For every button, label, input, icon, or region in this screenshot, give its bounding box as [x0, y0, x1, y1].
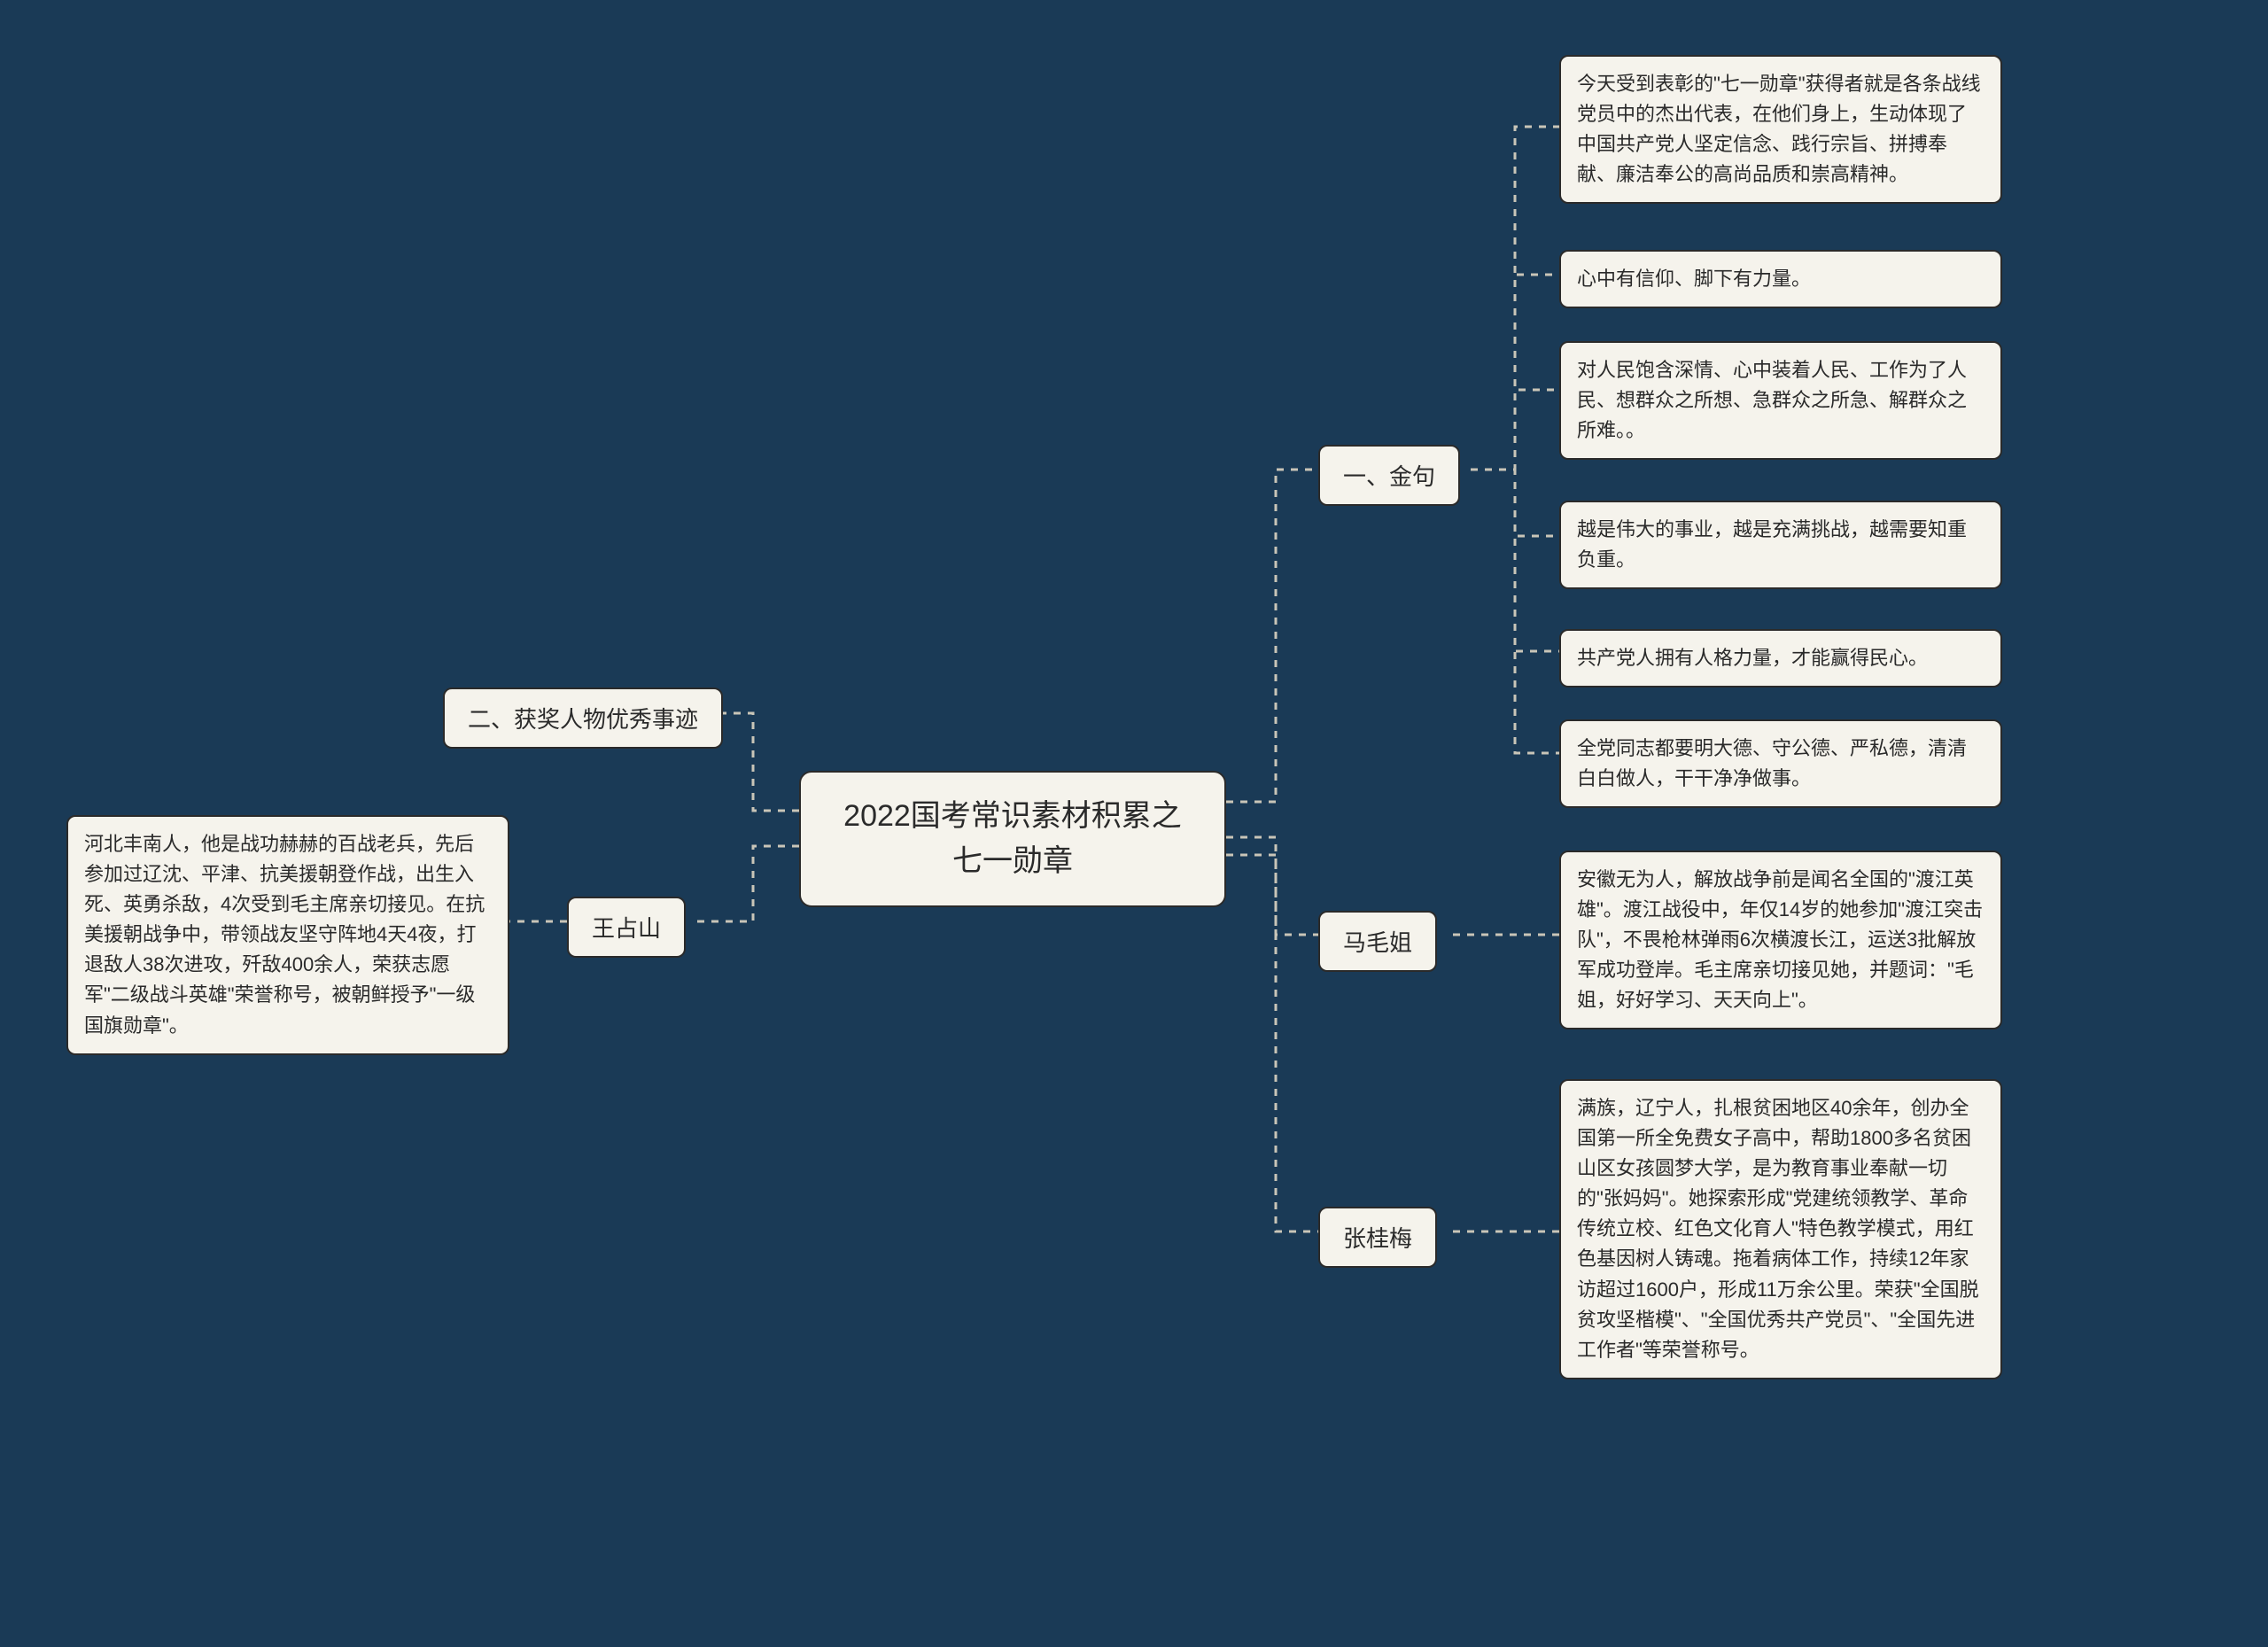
right-branch-jinju: 一、金句: [1318, 445, 1460, 506]
right-branch-zhangguimei-label: 张桂梅: [1343, 1225, 1412, 1252]
central-node: 2022国考常识素材积累之 七一勋章: [799, 771, 1226, 907]
leaf-jinju-2: 对人民饱含深情、心中装着人民、工作为了人民、想群众之所想、急群众之所急、解群众之…: [1559, 341, 2002, 460]
left-branch-awardees-label: 二、获奖人物优秀事迹: [468, 706, 698, 733]
leaf-mamaojie: 安徽无为人，解放战争前是闻名全国的"渡江英雄"。渡江战役中，年仅14岁的她参加"…: [1559, 851, 2002, 1029]
right-branch-mamaojie: 马毛姐: [1318, 911, 1437, 972]
leaf-jinju-3-text: 越是伟大的事业，越是充满挑战，越需要知重负重。: [1577, 518, 1967, 571]
leaf-jinju-1-text: 心中有信仰、脚下有力量。: [1577, 268, 1811, 290]
leaf-jinju-4: 共产党人拥有人格力量，才能赢得民心。: [1559, 629, 2002, 688]
left-branch-wangzhanshan-label: 王占山: [592, 915, 661, 942]
left-branch-wangzhanshan: 王占山: [567, 897, 686, 958]
leaf-mamaojie-text: 安徽无为人，解放战争前是闻名全国的"渡江英雄"。渡江战役中，年仅14岁的她参加"…: [1577, 868, 1983, 1011]
leaf-jinju-5-text: 全党同志都要明大德、守公德、严私德，清清白白做人，干干净净做事。: [1577, 737, 1967, 789]
right-branch-jinju-label: 一、金句: [1343, 463, 1435, 490]
right-branch-zhangguimei: 张桂梅: [1318, 1207, 1437, 1268]
central-title-line2: 七一勋章: [831, 839, 1194, 884]
leaf-jinju-5: 全党同志都要明大德、守公德、严私德，清清白白做人，干干净净做事。: [1559, 719, 2002, 808]
leaf-jinju-3: 越是伟大的事业，越是充满挑战，越需要知重负重。: [1559, 501, 2002, 589]
leaf-jinju-1: 心中有信仰、脚下有力量。: [1559, 250, 2002, 308]
left-branch-awardees: 二、获奖人物优秀事迹: [443, 688, 723, 749]
leaf-wangzhanshan-text: 河北丰南人，他是战功赫赫的百战老兵，先后参加过辽沈、平津、抗美援朝登作战，出生入…: [84, 833, 485, 1037]
leaf-zhangguimei: 满族，辽宁人，扎根贫困地区40余年，创办全国第一所全免费女子高中，帮助1800多…: [1559, 1079, 2002, 1379]
right-branch-mamaojie-label: 马毛姐: [1343, 929, 1412, 956]
leaf-zhangguimei-text: 满族，辽宁人，扎根贫困地区40余年，创办全国第一所全免费女子高中，帮助1800多…: [1577, 1097, 1979, 1361]
leaf-jinju-4-text: 共产党人拥有人格力量，才能赢得民心。: [1577, 647, 1928, 669]
leaf-jinju-2-text: 对人民饱含深情、心中装着人民、工作为了人民、想群众之所想、急群众之所急、解群众之…: [1577, 359, 1967, 441]
leaf-jinju-0-text: 今天受到表彰的"七一勋章"获得者就是各条战线党员中的杰出代表，在他们身上，生动体…: [1577, 73, 1981, 185]
leaf-wangzhanshan: 河北丰南人，他是战功赫赫的百战老兵，先后参加过辽沈、平津、抗美援朝登作战，出生入…: [66, 815, 509, 1055]
leaf-jinju-0: 今天受到表彰的"七一勋章"获得者就是各条战线党员中的杰出代表，在他们身上，生动体…: [1559, 55, 2002, 204]
central-title-line1: 2022国考常识素材积累之: [831, 794, 1194, 839]
